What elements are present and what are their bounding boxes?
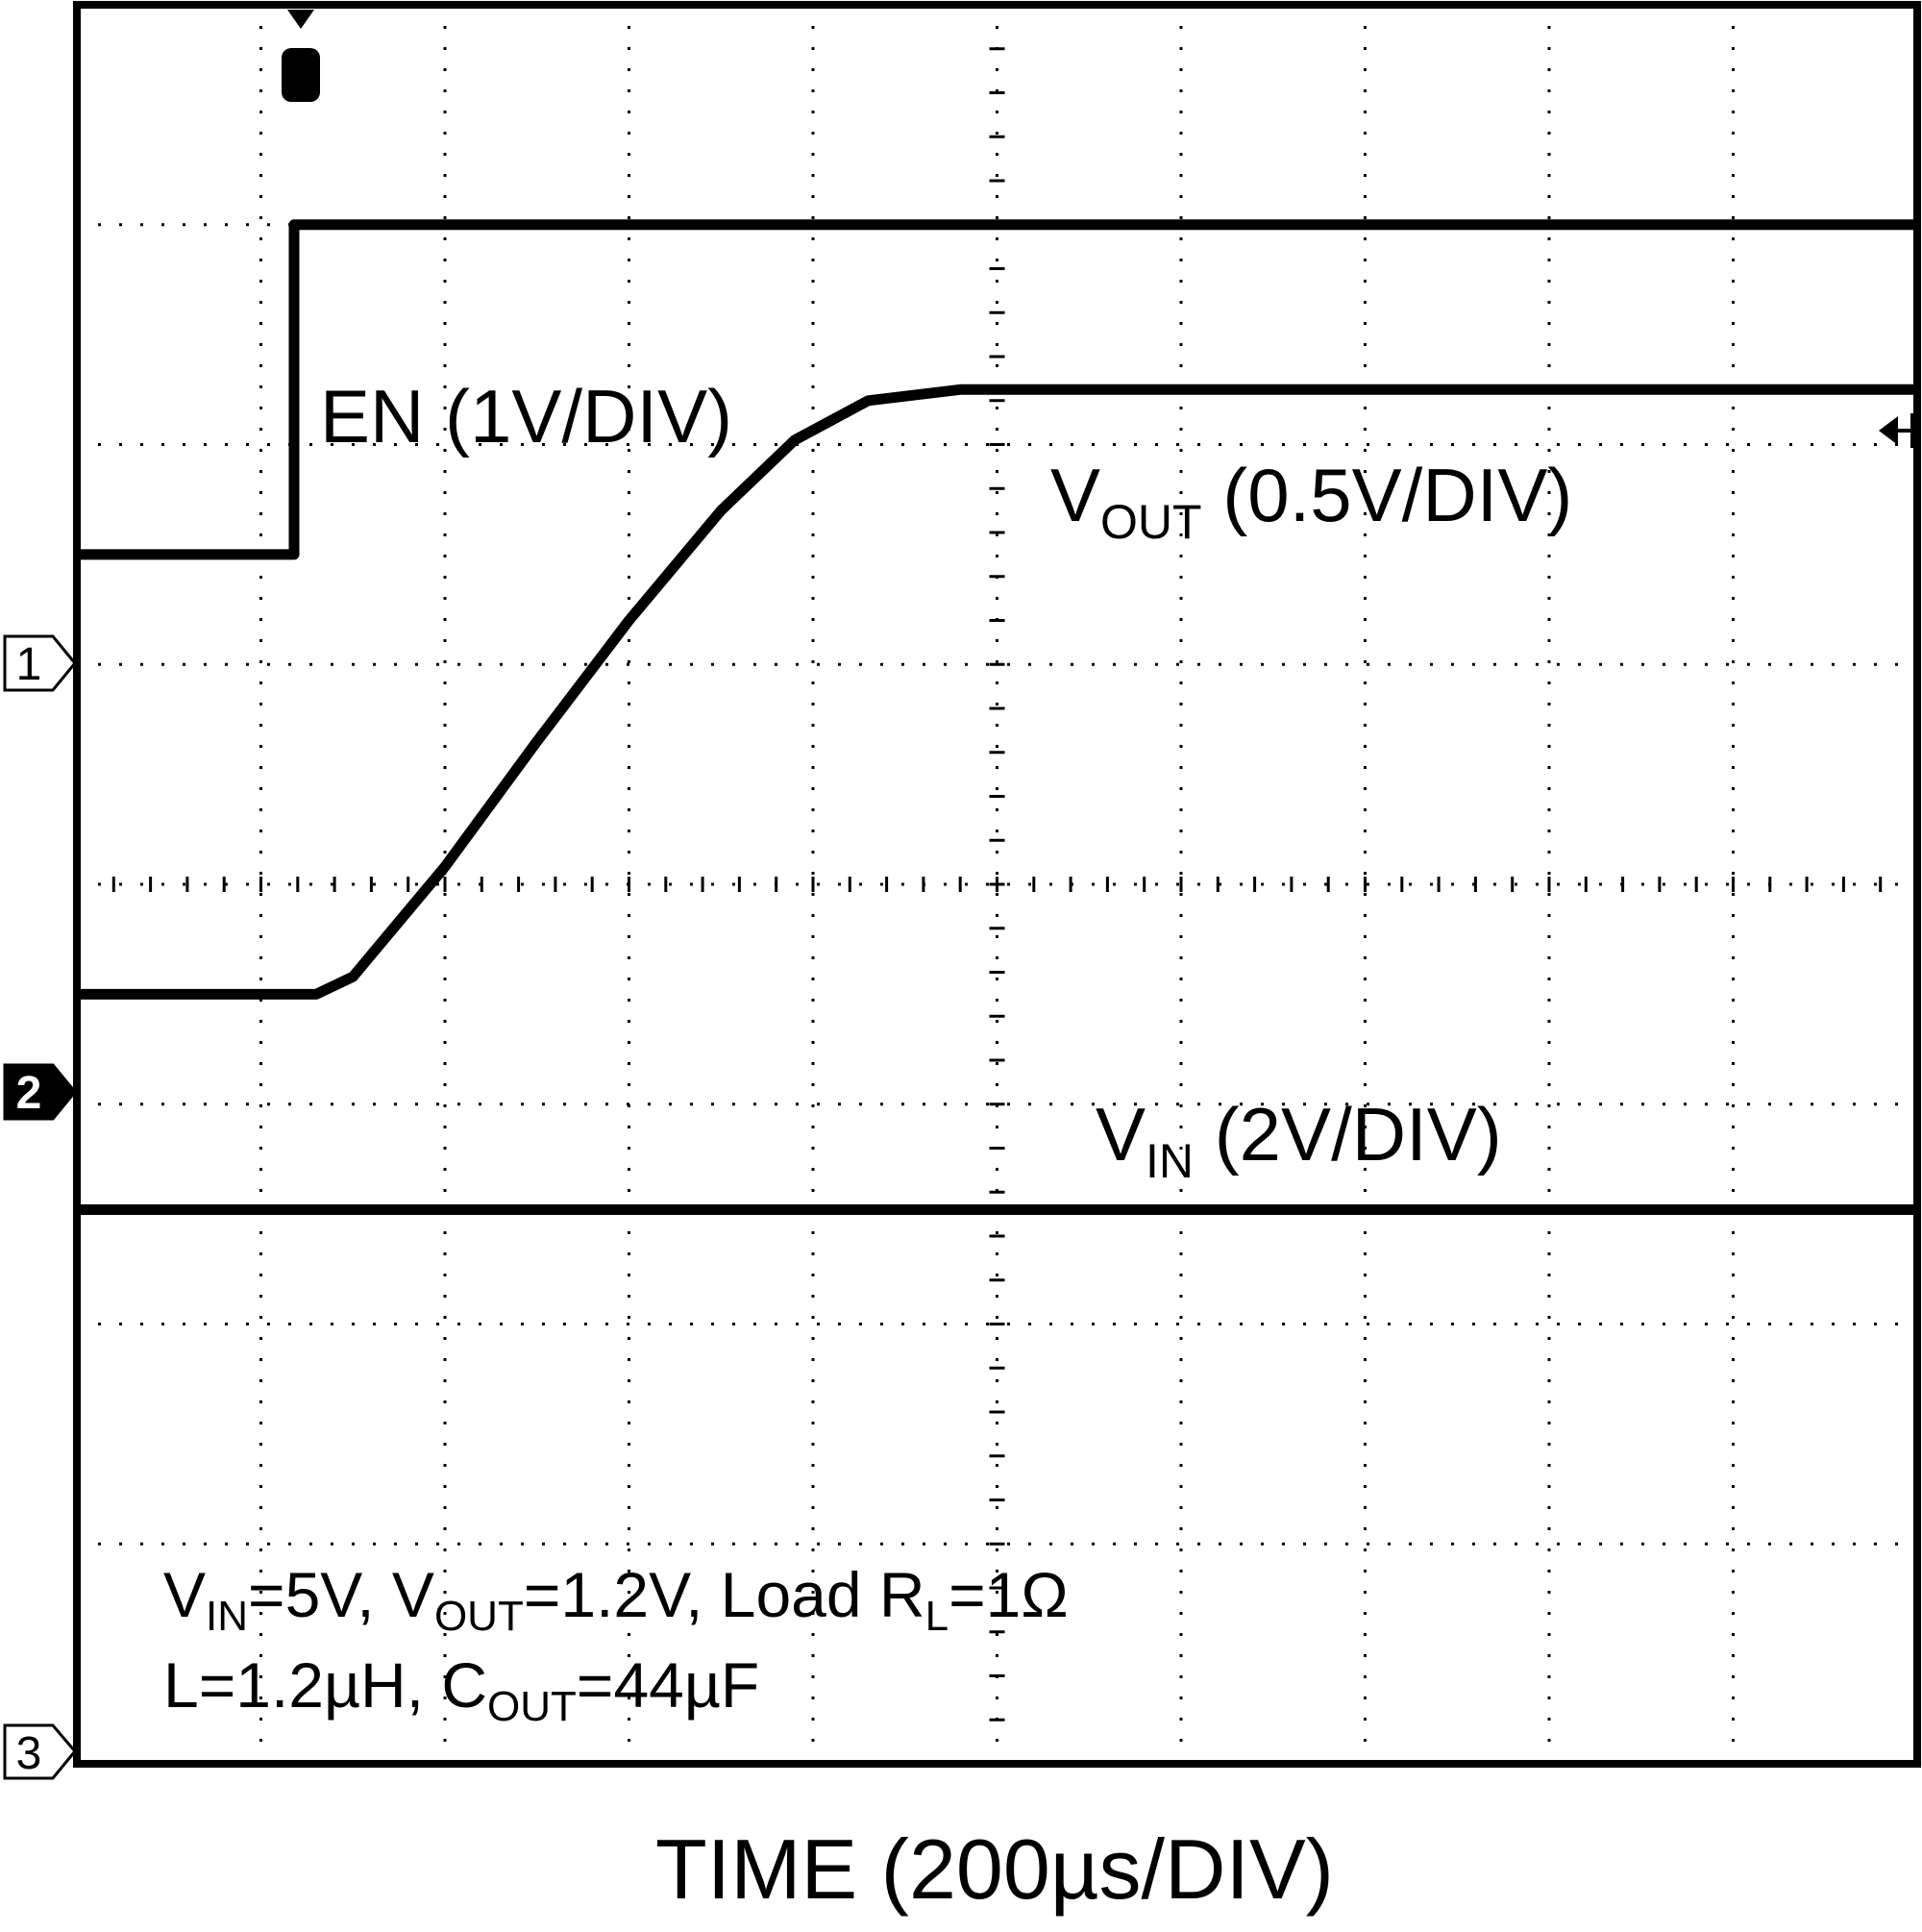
annotation-1-part-6: =1Ω: [949, 1559, 1069, 1630]
channel-1-marker-shape: [3, 634, 77, 692]
annotation-1-part-5: L: [925, 1593, 949, 1640]
vout-series-label-main: V: [1050, 453, 1100, 537]
x-axis-label: TIME (200µs/DIV): [655, 1821, 1334, 1917]
channel-2-marker: 2: [3, 1063, 77, 1121]
en-series-label: EN (1V/DIV): [320, 374, 732, 458]
traces: [77, 219, 1917, 1215]
channel-2-marker-shape: [3, 1063, 77, 1121]
plot-frame: [73, 1, 1921, 1768]
vout-series-label-sub: OUT: [1100, 495, 1202, 549]
channel-1-marker: 1: [3, 634, 77, 692]
annotation-2-part-1: OUT: [487, 1683, 577, 1730]
annotation-line-1: VIN=5V, VOUT=1.2V, Load RL=1Ω: [163, 1559, 1069, 1640]
vin-series-label: VIN (2V/DIV): [1096, 1092, 1502, 1188]
annotation-1-part-3: OUT: [434, 1593, 524, 1640]
annotation-2-part-0: L=1.2µH, C: [163, 1649, 487, 1721]
vout-series-label: VOUT (0.5V/DIV): [1050, 453, 1572, 549]
trigger-marker: T: [282, 10, 320, 102]
annotation-1-part-1: IN: [206, 1593, 248, 1640]
channel-3-marker-label: 3: [16, 1728, 42, 1779]
grid: [77, 5, 1917, 1764]
annotation-2-part-2: =44µF: [577, 1649, 759, 1721]
vout-trace: [77, 384, 1917, 1000]
channel-3-marker: 3: [3, 1723, 77, 1780]
annotation-1-part-2: =5V, V: [248, 1559, 434, 1630]
channel-3-marker-shape: [3, 1723, 77, 1780]
vin-series-label-main: V: [1096, 1092, 1146, 1177]
annotation-line-2: L=1.2µH, COUT=44µF: [163, 1649, 759, 1730]
vout-series-label-rest: (0.5V/DIV): [1202, 453, 1573, 537]
trigger-label: T: [288, 55, 314, 102]
annotation-1-part-4: =1.2V, Load R: [524, 1559, 925, 1630]
annotation-1-part-0: V: [163, 1559, 206, 1630]
trigger-box: [282, 48, 320, 102]
en-trace: [77, 219, 1917, 560]
en-series-label-main: EN (1V/DIV): [320, 374, 732, 458]
vin-series-label-sub: IN: [1146, 1134, 1194, 1188]
offset-marker: [1879, 413, 1917, 448]
channel-2-marker-label: 2: [16, 1068, 42, 1119]
trigger-arrow-icon: [287, 10, 314, 29]
channel-1-marker-label: 1: [16, 639, 42, 690]
offset-arrow-icon: [1879, 416, 1898, 445]
vin-series-label-rest: (2V/DIV): [1194, 1092, 1502, 1177]
